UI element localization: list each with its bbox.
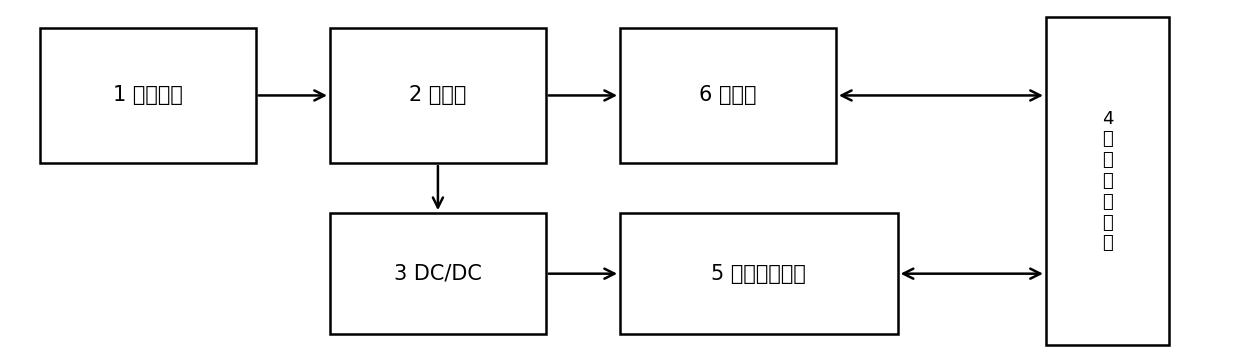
Bar (330, 213, 546, 334)
Bar (1045, 17, 1169, 345)
Bar (620, 213, 898, 334)
Text: 4
电
池
管
理
系
统: 4 电 池 管 理 系 统 (1102, 110, 1114, 252)
Text: 2 控制器: 2 控制器 (409, 85, 466, 105)
Text: 5 电池组散热器: 5 电池组散热器 (712, 264, 806, 284)
Bar (40, 28, 255, 163)
Text: 6 电池组: 6 电池组 (699, 85, 756, 105)
Text: 1 太阳能板: 1 太阳能板 (113, 85, 182, 105)
Bar (330, 28, 546, 163)
Text: 3 DC/DC: 3 DC/DC (394, 264, 482, 284)
Bar (620, 28, 836, 163)
